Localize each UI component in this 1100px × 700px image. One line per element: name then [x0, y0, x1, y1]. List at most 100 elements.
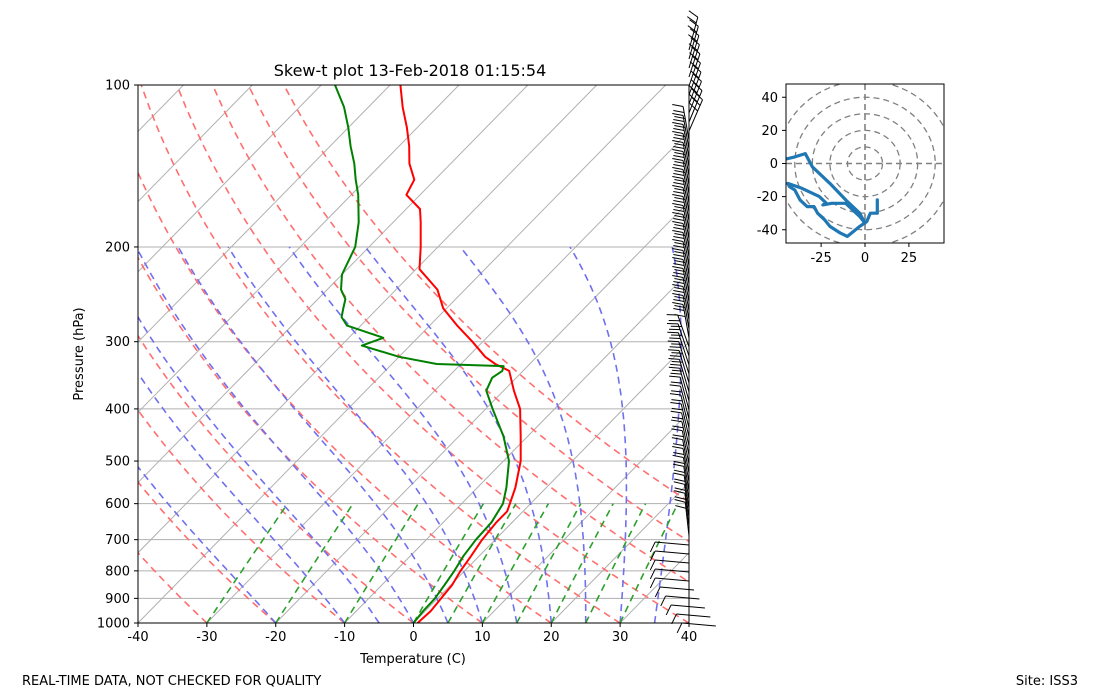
y-tick-label: 800: [105, 564, 130, 579]
wind-barb: [668, 349, 690, 384]
hodo-y-tick-label: -40: [757, 223, 778, 238]
wind-barb: [673, 472, 690, 510]
hodo-x-tick-label: -25: [810, 251, 831, 266]
y-tick-label: 700: [105, 533, 130, 548]
wind-barb: [671, 613, 711, 625]
isotherm--40: [138, 85, 666, 623]
x-tick-label: 0: [409, 630, 417, 645]
wind-barb: [670, 401, 690, 438]
wind-barb: [654, 586, 695, 598]
wind-barb: [672, 229, 690, 267]
mixing-ratio-line: [343, 503, 419, 623]
wind-barb: [670, 410, 690, 447]
isotherm--10: [344, 271, 689, 623]
wind-barb: [674, 498, 690, 537]
dry-adiabat: [140, 85, 621, 623]
isotherm--110: [138, 85, 184, 133]
isotherm-30: [619, 552, 689, 623]
wind-barb: [672, 454, 690, 492]
isotherm--90: [138, 85, 322, 273]
y-tick-label: 100: [105, 79, 130, 94]
x-tick-label: -20: [265, 630, 286, 645]
mixing-ratio-line: [619, 503, 679, 623]
hodo-y-tick-label: 20: [761, 124, 778, 139]
mixing-ratio-line: [516, 503, 582, 623]
site-label: Site: ISS3: [1015, 674, 1078, 689]
x-tick-label: 40: [681, 630, 698, 645]
wind-barb: [676, 622, 716, 634]
mixing-ratio-line: [447, 503, 517, 623]
x-tick-label: 10: [474, 630, 491, 645]
isotherm-40: [688, 622, 689, 623]
isotherm--130: [0, 85, 46, 623]
wind-barb: [672, 446, 690, 483]
wind-barb: [674, 490, 690, 528]
dry-adiabat: [211, 85, 689, 583]
wind-barb: [673, 481, 690, 519]
moist-adiabat: [688, 618, 689, 623]
y-tick-label: 600: [105, 497, 130, 512]
quality-disclaimer: REAL-TIME DATA, NOT CHECKED FOR QUALITY: [22, 674, 322, 689]
wind-barb: [672, 463, 690, 501]
wind-barb: [668, 366, 690, 402]
wind-barb: [688, 73, 702, 114]
wind-barb: [649, 541, 690, 553]
wind-barb: [660, 595, 700, 607]
moist-adiabat: [138, 248, 415, 623]
mixing-ratio-line: [206, 503, 289, 623]
wind-barbs: [649, 10, 716, 634]
wind-barb: [688, 55, 701, 96]
wind-barb: [671, 437, 690, 474]
y-tick-label: 200: [105, 240, 130, 255]
x-tick-label: -30: [196, 630, 217, 645]
y-tick-label: 1000: [97, 617, 130, 632]
wind-barb: [666, 314, 690, 348]
plot-frame: [137, 84, 690, 624]
isotherm--100: [138, 85, 253, 203]
dry-adiabat: [176, 85, 689, 623]
moist-adiabat: [288, 246, 518, 623]
wind-barb: [649, 559, 690, 571]
chart-title: Skew-t plot 13-Feb-2018 01:15:54: [274, 61, 547, 80]
y-axis-label: Pressure (hPa): [72, 307, 87, 400]
wind-barb: [667, 322, 690, 357]
wind-barb: [671, 428, 690, 465]
wind-barb: [672, 283, 690, 321]
dry-adiabat: [138, 255, 483, 623]
x-axis-label: Temperature (C): [359, 652, 466, 667]
wind-barb: [649, 550, 690, 562]
isotherm-0: [413, 341, 689, 623]
wind-barb: [669, 384, 690, 420]
x-tick-label: -40: [127, 630, 148, 645]
dewpoint-profile: [334, 85, 510, 623]
wind-barb: [668, 358, 690, 393]
wind-barb: [688, 46, 701, 87]
wind-barb: [669, 375, 690, 411]
moist-adiabat: [138, 465, 277, 623]
wind-barb: [672, 184, 690, 222]
hodo-x-tick-label: 0: [861, 251, 869, 266]
moist-adiabat: [364, 246, 553, 623]
isotherm--60: [138, 85, 529, 484]
moist-adiabat: [653, 246, 682, 623]
mixing-ratio-line: [550, 503, 614, 623]
hodo-y-tick-label: 40: [761, 91, 778, 106]
dry-adiabat: [138, 551, 208, 623]
wind-barb: [667, 340, 690, 375]
wind-barb: [649, 577, 690, 589]
temperature-profile: [399, 85, 522, 623]
x-tick-label: -10: [334, 630, 355, 645]
y-tick-label: 300: [105, 335, 130, 350]
mixing-ratio-line: [275, 503, 354, 623]
moist-adiabat: [138, 371, 346, 623]
dry-adiabat: [247, 85, 689, 543]
dry-adiabat: [283, 85, 689, 503]
wind-barb: [672, 238, 690, 276]
mixing-ratio-line: [584, 503, 647, 623]
moist-adiabat: [569, 246, 628, 623]
isotherm--70: [138, 85, 460, 414]
hodograph-trace: [786, 152, 879, 238]
mixing-ratio-line: [412, 503, 485, 623]
wind-barb: [672, 292, 690, 330]
